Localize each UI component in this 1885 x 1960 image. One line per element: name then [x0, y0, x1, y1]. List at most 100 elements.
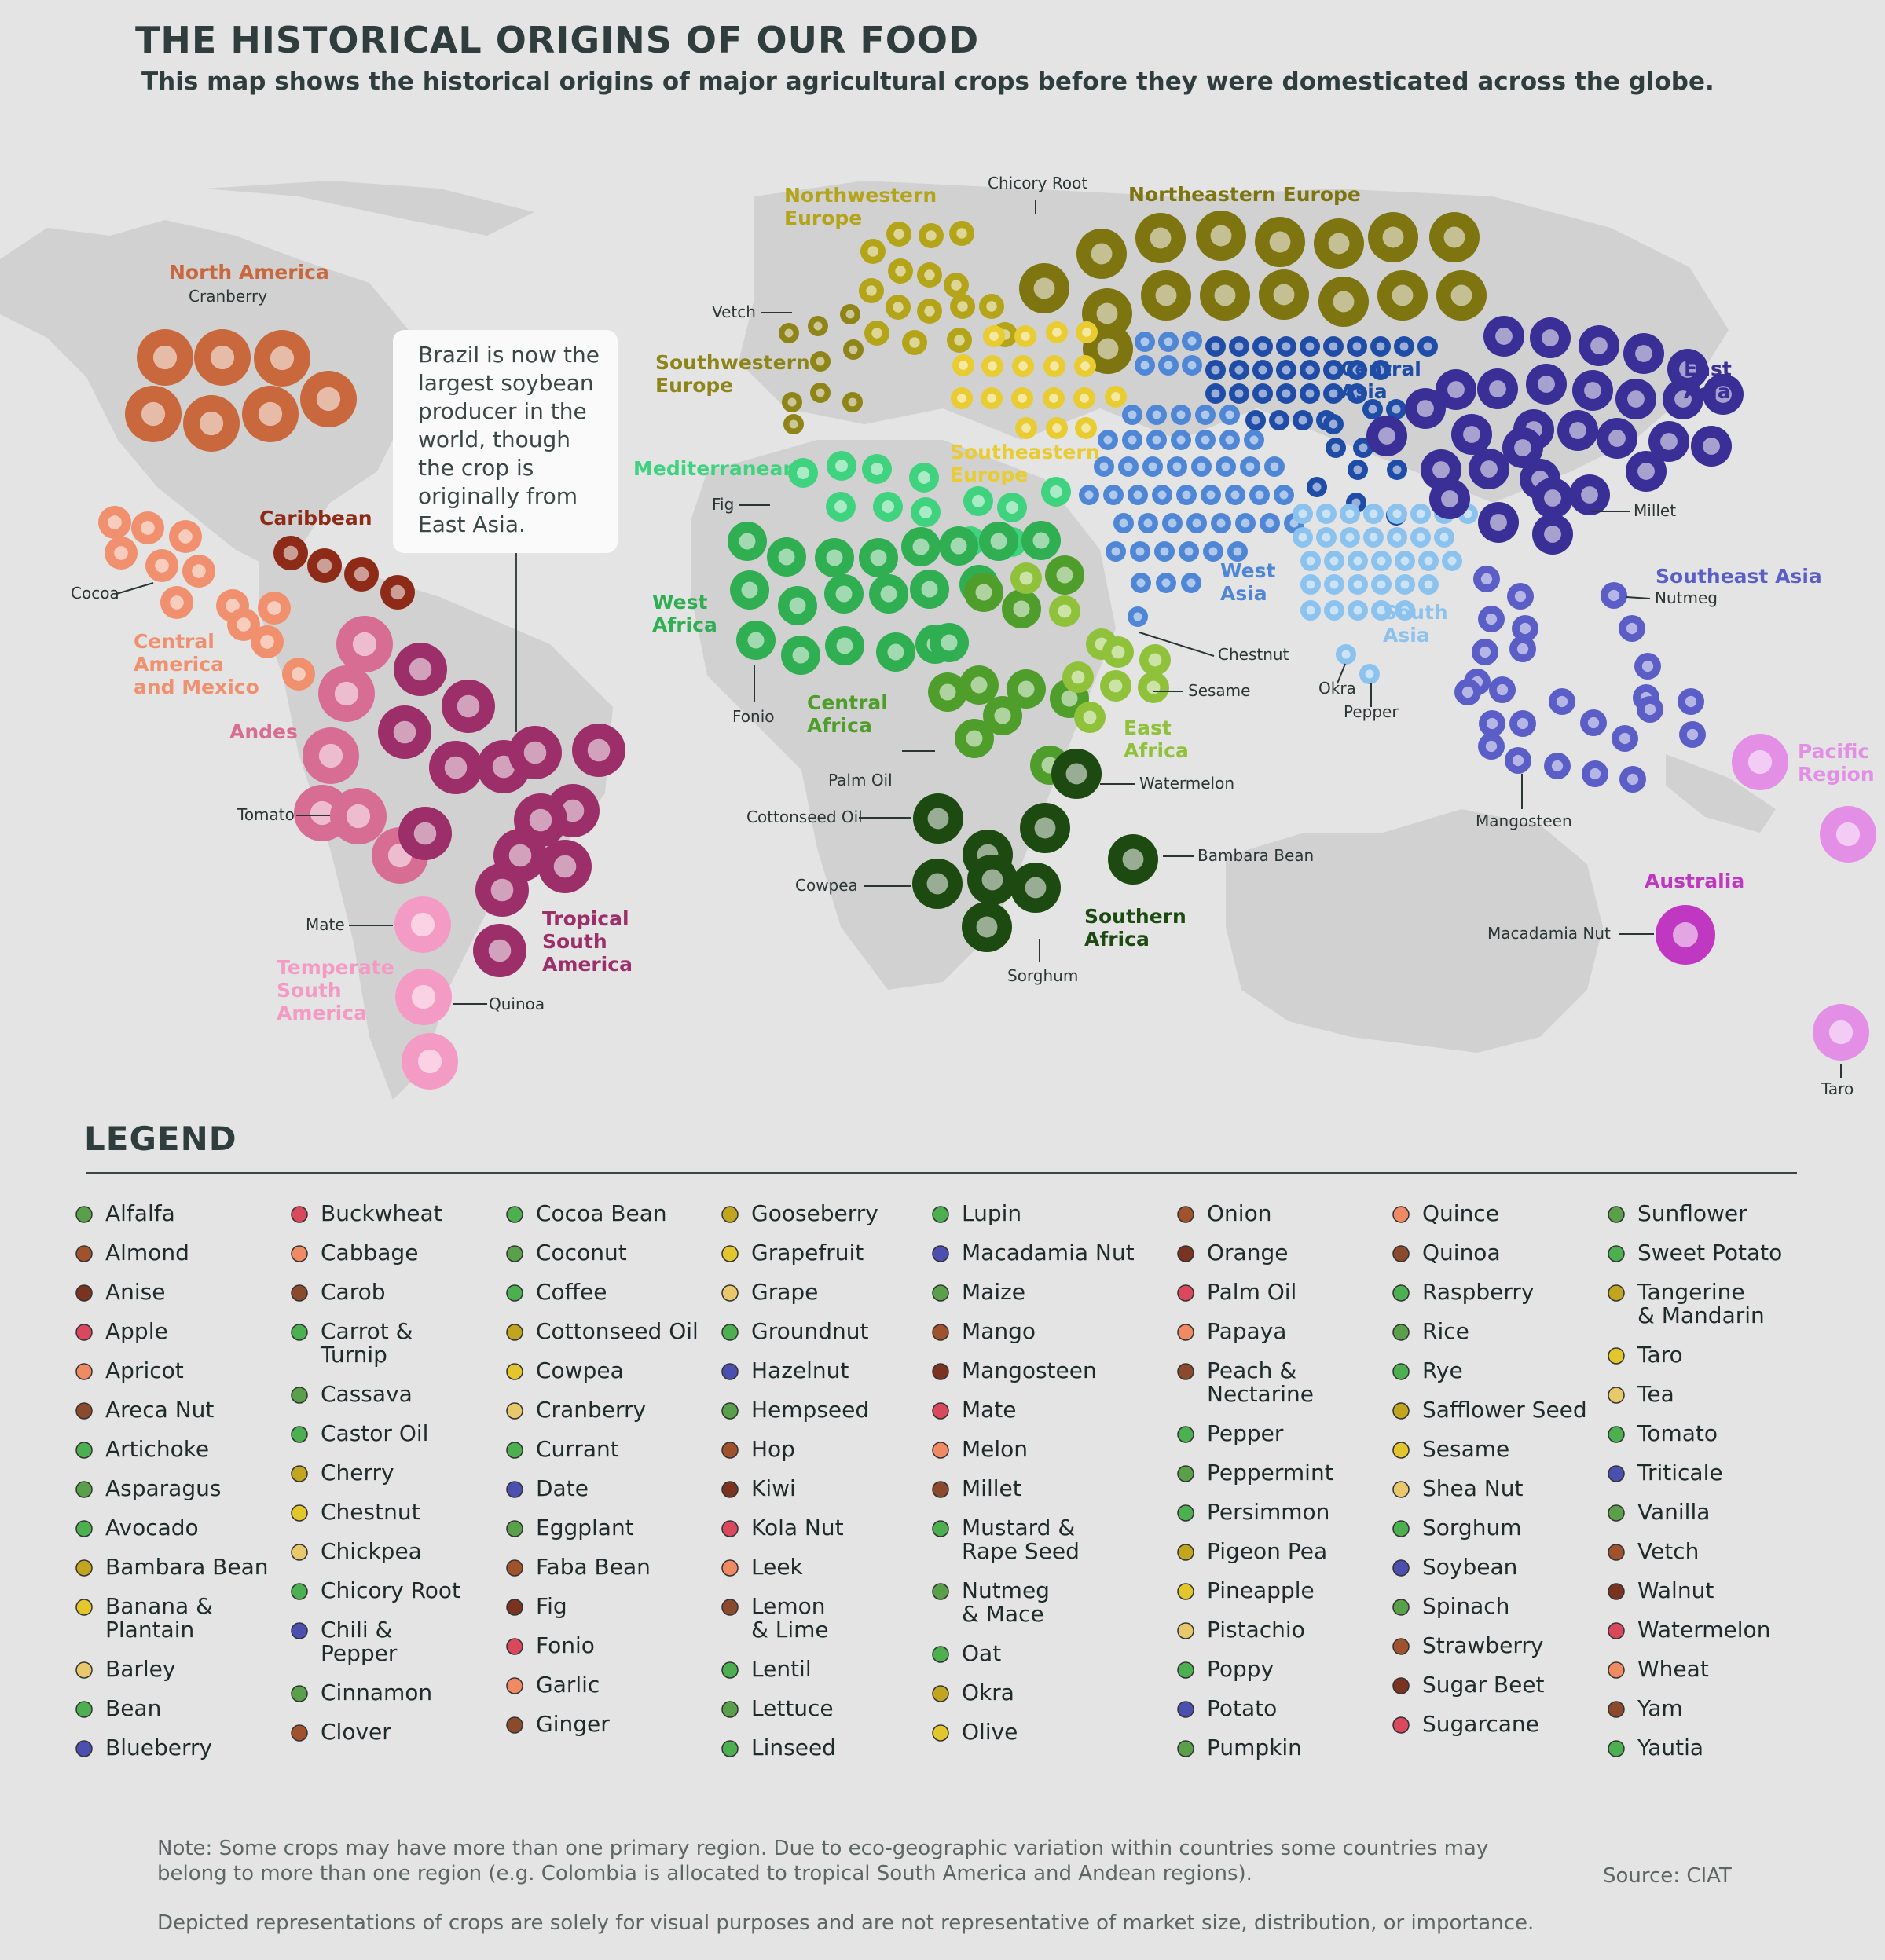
- legend-item-palm-oil: Palm Oil: [1174, 1280, 1296, 1304]
- legend-item-quinoa: Quinoa: [1389, 1241, 1501, 1265]
- crop-icon: [994, 707, 1011, 724]
- crop-icon: [816, 388, 825, 397]
- legend-item-poppy: Poppy: [1174, 1658, 1274, 1681]
- legend-label: Chicory Root: [321, 1577, 461, 1603]
- legend-label: Mangosteen: [962, 1357, 1097, 1383]
- crop-icon: [882, 500, 894, 513]
- legend-label: Castor Oil: [321, 1420, 429, 1446]
- crop-icon: [1835, 822, 1861, 847]
- crop-icon: [1377, 606, 1386, 615]
- faba-bean-icon: [506, 1559, 523, 1577]
- legend-label: Leek: [751, 1554, 803, 1580]
- crop-icon: [1155, 284, 1177, 306]
- crop-icon: [989, 332, 999, 341]
- legend-item-cherry: Cherry: [288, 1461, 394, 1485]
- legend-label: Hempseed: [751, 1397, 870, 1423]
- crop-label-mate: Mate: [306, 915, 345, 934]
- legend-item-tomato: Tomato: [1604, 1422, 1718, 1445]
- crop-icon: [1353, 580, 1362, 589]
- crop-icon: [1306, 580, 1315, 589]
- crop-icon: [986, 301, 997, 312]
- legend-item-soybean: Soybean: [1389, 1555, 1517, 1579]
- crop-icon: [1157, 490, 1167, 500]
- page-title: THE HISTORICAL ORIGINS OF OUR FOOD: [135, 19, 980, 61]
- crop-icon: [1187, 336, 1197, 346]
- crop-icon: [939, 683, 956, 701]
- legend-item-spinach: Spinach: [1389, 1595, 1509, 1618]
- crop-icon: [1359, 443, 1368, 452]
- legend-item-chili-pepper: Chili & Pepper: [288, 1618, 397, 1665]
- legend-item-shea-nut: Shea Nut: [1389, 1477, 1523, 1500]
- region-label-mediterranean: Mediterranean: [633, 457, 797, 480]
- legend-item-lettuce: Lettuce: [718, 1697, 834, 1720]
- tea-icon: [1608, 1387, 1625, 1404]
- sugarcane-icon: [1392, 1716, 1410, 1734]
- legend-item-avocado: Avocado: [72, 1516, 199, 1540]
- crop-label-sorghum: Sorghum: [1007, 966, 1078, 985]
- crop-icon: [792, 647, 809, 664]
- legend-label: Rice: [1422, 1318, 1469, 1344]
- pepper-icon: [1177, 1426, 1194, 1443]
- crop-icon: [1486, 717, 1498, 730]
- crop-label-vetch: Vetch: [712, 302, 756, 321]
- yautia-icon: [1608, 1740, 1625, 1757]
- crop-icon: [1306, 606, 1315, 615]
- crop-label-cowpea: Cowpea: [795, 876, 858, 895]
- crop-icon: [1382, 226, 1404, 248]
- crop-icon: [553, 855, 577, 878]
- crop-label-taro: Taro: [1821, 1079, 1854, 1098]
- legend-label: Sesame: [1422, 1436, 1510, 1462]
- legend-label: Orange: [1207, 1240, 1289, 1266]
- legend-item-clover: Clover: [288, 1720, 391, 1744]
- sesame-icon: [1392, 1442, 1410, 1459]
- crop-icon: [1091, 243, 1113, 265]
- soybean-icon: [1392, 1559, 1410, 1577]
- legend-item-maize: Maize: [929, 1280, 1025, 1304]
- crop-icon: [1584, 382, 1601, 399]
- crop-icon: [1608, 589, 1620, 602]
- legend-item-sugar-beet: Sugar Beet: [1389, 1673, 1545, 1697]
- crop-icon: [1423, 342, 1432, 351]
- crop-icon: [1353, 606, 1362, 615]
- bean-icon: [75, 1701, 93, 1718]
- crop-icon: [1352, 365, 1362, 375]
- crop-icon: [747, 632, 765, 649]
- crop-icon: [1282, 342, 1291, 351]
- leader-line: [1139, 632, 1215, 657]
- crop-icon: [1201, 435, 1210, 445]
- legend-item-kola-nut: Kola Nut: [718, 1516, 844, 1540]
- legend-label: Papaya: [1207, 1318, 1287, 1344]
- crop-icon: [951, 280, 962, 291]
- crop-icon: [1365, 669, 1374, 679]
- crop-icon: [1686, 728, 1699, 741]
- crop-icon: [1368, 405, 1377, 414]
- crop-icon: [1679, 361, 1696, 378]
- soybean-callout: Brazil is now the largest soybean produc…: [393, 330, 618, 553]
- legend-label: Blueberry: [105, 1735, 213, 1760]
- crop-icon: [1021, 423, 1031, 433]
- crop-icon: [1258, 389, 1267, 398]
- legend-item-wheat: Wheat: [1604, 1658, 1709, 1681]
- legend-item-castor-oil: Castor Oil: [288, 1422, 428, 1445]
- legend-item-oat: Oat: [929, 1642, 1001, 1665]
- legend-label: Sunflower: [1637, 1200, 1747, 1226]
- legend-label: Raspberry: [1422, 1279, 1535, 1305]
- legend-label: Oat: [962, 1640, 1002, 1666]
- sweet-potato-icon: [1608, 1245, 1625, 1262]
- strawberry-icon: [1392, 1638, 1410, 1655]
- legend-label: Grapefruit: [751, 1240, 864, 1266]
- coffee-icon: [506, 1284, 523, 1302]
- crop-icon: [895, 266, 906, 277]
- legend-item-date: Date: [503, 1477, 589, 1500]
- legend-label: Wheat: [1637, 1656, 1709, 1682]
- crop-icon: [1279, 490, 1289, 500]
- legend-label: Persimmon: [1207, 1499, 1330, 1525]
- legend-item-asparagus: Asparagus: [72, 1477, 221, 1500]
- legend-label: Strawberry: [1422, 1632, 1544, 1658]
- crop-icon: [1660, 433, 1678, 450]
- cocoa-bean-icon: [506, 1206, 523, 1223]
- legend-label: Onion: [1207, 1200, 1272, 1226]
- crop-icon: [1490, 514, 1507, 531]
- crop-icon: [1143, 518, 1153, 528]
- grape-icon: [721, 1284, 739, 1302]
